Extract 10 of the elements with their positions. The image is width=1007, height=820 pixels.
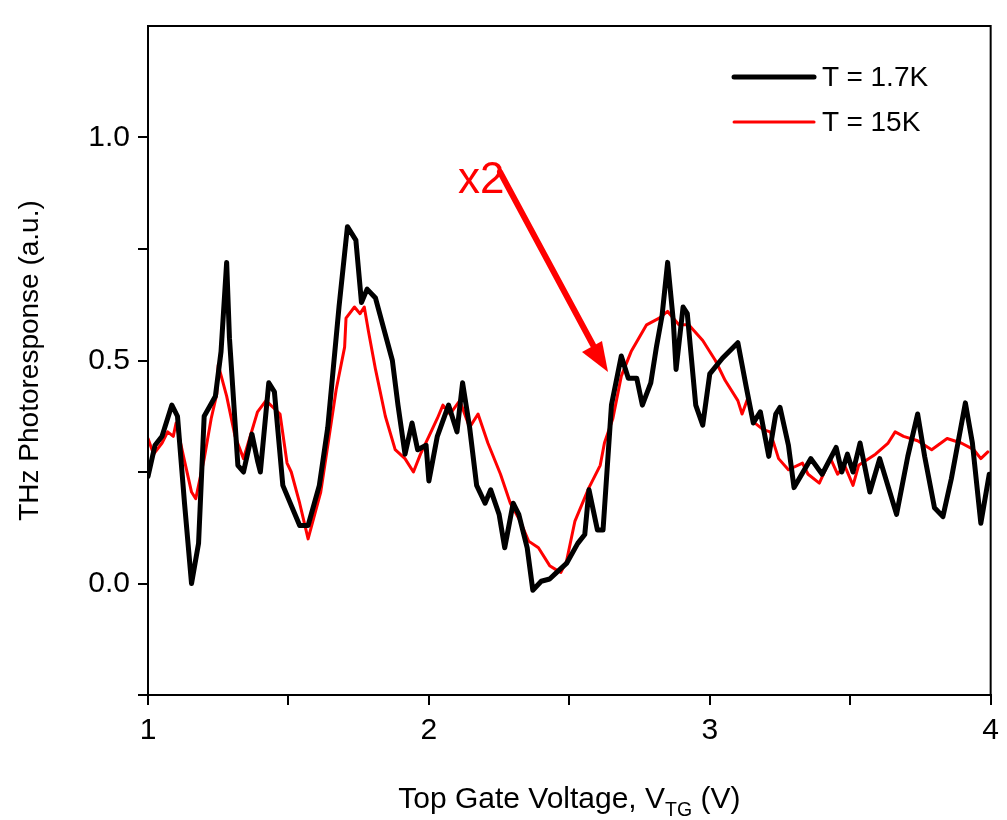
legend-label: T = 15K [822,105,921,137]
legend-label: T = 1.7K [822,60,929,92]
x-tick-label: 1 [139,712,157,746]
y-axis-title: THz Photoresponse (a.u.) [13,200,44,521]
x-tick-label: 2 [420,712,438,746]
x-tick-label: 3 [701,712,719,746]
y-tick-label: 0.5 [88,341,130,375]
y-tick-label: 1.0 [88,118,130,152]
x-tick-label: 4 [982,712,999,746]
text: 0.0 [88,564,130,598]
